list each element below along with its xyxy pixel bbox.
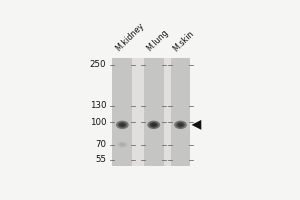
Bar (132, 58, 144, 166)
Text: M.kidney: M.kidney (114, 21, 146, 53)
Ellipse shape (147, 121, 160, 129)
Bar (144, 58, 164, 166)
Ellipse shape (176, 122, 184, 128)
Ellipse shape (118, 122, 127, 128)
Ellipse shape (116, 121, 129, 129)
Text: M.skin: M.skin (172, 29, 196, 53)
Text: 70: 70 (95, 140, 106, 149)
Ellipse shape (178, 123, 183, 126)
Polygon shape (191, 120, 201, 130)
Text: M.lung: M.lung (145, 28, 170, 53)
Bar (171, 58, 190, 166)
Text: 130: 130 (90, 101, 106, 110)
Text: 55: 55 (95, 155, 106, 164)
Ellipse shape (117, 142, 128, 148)
Ellipse shape (120, 123, 124, 126)
Text: 250: 250 (90, 60, 106, 69)
Ellipse shape (119, 143, 126, 147)
Bar (112, 58, 132, 166)
Text: 100: 100 (90, 118, 106, 127)
Bar (164, 58, 171, 166)
Ellipse shape (152, 123, 156, 126)
Ellipse shape (174, 121, 187, 129)
Ellipse shape (121, 144, 124, 146)
Ellipse shape (150, 122, 158, 128)
